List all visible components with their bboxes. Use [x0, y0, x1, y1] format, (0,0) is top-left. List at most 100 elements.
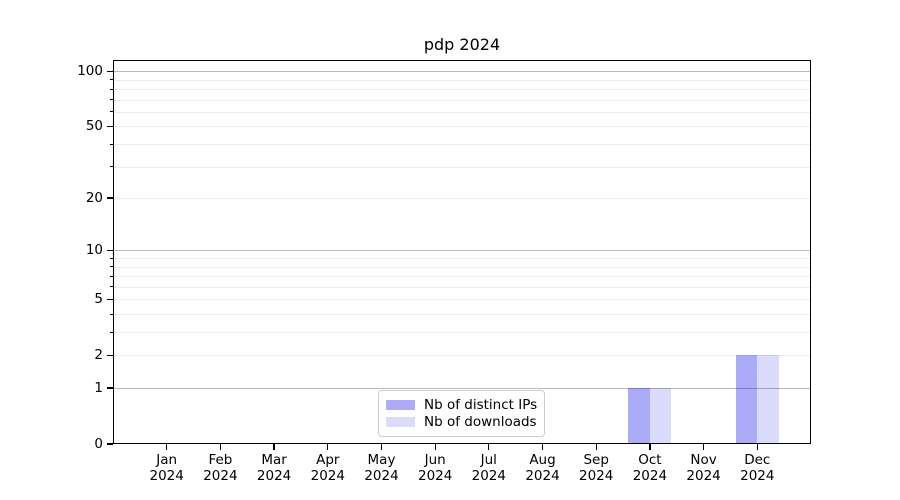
x-tick-label-line: Oct	[638, 452, 662, 468]
x-tick	[434, 444, 436, 450]
y-minor-tick	[109, 266, 113, 267]
y-minor-tick	[109, 286, 113, 288]
x-tick-label-line: Aug	[529, 452, 556, 468]
x-tick-label: Apr 2024	[293, 452, 363, 484]
y-minor-tick	[109, 111, 113, 113]
x-tick-label: Nov 2024	[669, 452, 739, 484]
gridline-minor	[113, 266, 811, 268]
x-tick-label-line: 2024	[310, 468, 345, 484]
gridline-minor	[113, 355, 811, 357]
x-tick-label-line: 2024	[418, 468, 453, 484]
x-tick-label: Jan 2024	[132, 452, 202, 484]
y-tick-label: 5	[94, 291, 103, 308]
gridline-minor	[113, 286, 811, 288]
x-tick-label-line: 2024	[686, 468, 721, 484]
gridline-minor	[113, 258, 811, 259]
gridline-minor	[113, 332, 811, 333]
y-tick	[107, 125, 113, 128]
x-tick-label-line: 2024	[149, 468, 184, 484]
x-tick-label-line: 2024	[525, 468, 560, 484]
y-minor-tick	[109, 143, 113, 145]
y-minor-tick	[109, 79, 113, 81]
x-tick-label-line: 2024	[203, 468, 238, 484]
gridline-minor	[113, 299, 811, 301]
x-tick-label: Jun 2024	[400, 452, 470, 484]
gridline-major	[113, 250, 811, 252]
y-tick-label: 100	[77, 63, 103, 80]
x-tick-label: Aug 2024	[508, 452, 578, 484]
y-tick	[107, 443, 113, 445]
legend-swatch	[386, 416, 415, 427]
x-tick-label-line: Apr	[316, 452, 340, 468]
y-tick-label: 1	[94, 380, 103, 396]
plot-area	[113, 60, 811, 444]
gridline-minor	[113, 166, 811, 168]
y-tick	[107, 70, 113, 72]
legend: Nb of distinct IPs Nb of downloads	[378, 390, 545, 437]
y-tick	[107, 249, 113, 251]
bar-nb-of-downloads	[757, 355, 779, 444]
x-tick-label: Oct 2024	[615, 452, 685, 484]
gridline-minor	[113, 99, 811, 101]
legend-item: Nb of downloads	[386, 413, 537, 430]
x-tick-label-line: 2024	[579, 468, 614, 484]
x-tick-label: Sep 2024	[561, 452, 631, 484]
y-tick-label: 0	[94, 436, 103, 452]
y-minor-tick	[109, 166, 113, 168]
gridline-minor	[113, 79, 811, 81]
x-tick-label-line: May	[367, 452, 396, 468]
x-tick-label-line: 2024	[364, 468, 399, 484]
x-tick-label-line: Jun	[424, 452, 446, 468]
y-tick	[107, 387, 113, 389]
x-tick-label: May 2024	[347, 452, 417, 484]
gridline-major	[113, 388, 811, 389]
x-tick	[702, 444, 705, 450]
y-minor-tick	[109, 88, 113, 90]
legend-label: Nb of downloads	[424, 413, 537, 430]
y-minor-tick	[109, 275, 113, 277]
bar-nb-of-downloads	[649, 388, 672, 444]
y-minor-tick	[109, 257, 113, 259]
legend-label: Nb of distinct IPs	[424, 397, 538, 414]
y-tick-label: 20	[85, 190, 103, 207]
x-tick-label-line: Nov	[690, 452, 717, 468]
x-tick	[327, 444, 329, 450]
gridline-minor	[113, 198, 811, 200]
x-tick-label-line: 2024	[740, 468, 775, 484]
gridline-minor	[113, 314, 811, 315]
gridline-minor	[113, 89, 811, 90]
y-tick-label: 2	[94, 347, 103, 364]
x-tick	[488, 444, 490, 450]
y-minor-tick	[109, 99, 113, 101]
x-tick	[273, 444, 275, 450]
gridline-minor	[113, 126, 811, 128]
bar-nb-of-distinct-ips	[628, 388, 650, 444]
x-tick-label-line: 2024	[632, 468, 668, 484]
gridline-minor	[113, 111, 811, 113]
gridline-major	[113, 71, 811, 73]
y-minor-tick	[109, 331, 113, 333]
x-tick	[649, 444, 651, 450]
x-tick-label-line: 2024	[471, 468, 506, 484]
x-tick-label: Dec 2024	[722, 452, 792, 484]
x-tick-label: Jul 2024	[454, 452, 524, 484]
x-tick	[166, 444, 168, 450]
x-tick	[219, 444, 222, 450]
x-tick-label: Mar 2024	[239, 452, 309, 484]
x-tick-label-line: Mar	[261, 452, 287, 468]
x-tick-label-line: Sep	[583, 452, 609, 468]
x-tick-label: Feb 2024	[185, 452, 255, 484]
x-tick-label-line: Dec	[744, 452, 771, 468]
chart-title: pdp 2024	[423, 35, 501, 54]
x-tick-label-line: 2024	[256, 468, 292, 484]
x-tick	[595, 444, 597, 450]
x-tick	[541, 444, 544, 450]
y-minor-tick	[109, 313, 113, 315]
legend-item: Nb of distinct IPs	[386, 397, 538, 414]
gridline-minor	[113, 144, 811, 145]
x-tick-label-line: Feb	[208, 452, 233, 468]
x-tick	[756, 444, 758, 450]
y-tick	[107, 354, 113, 356]
y-tick-label: 10	[85, 242, 103, 259]
